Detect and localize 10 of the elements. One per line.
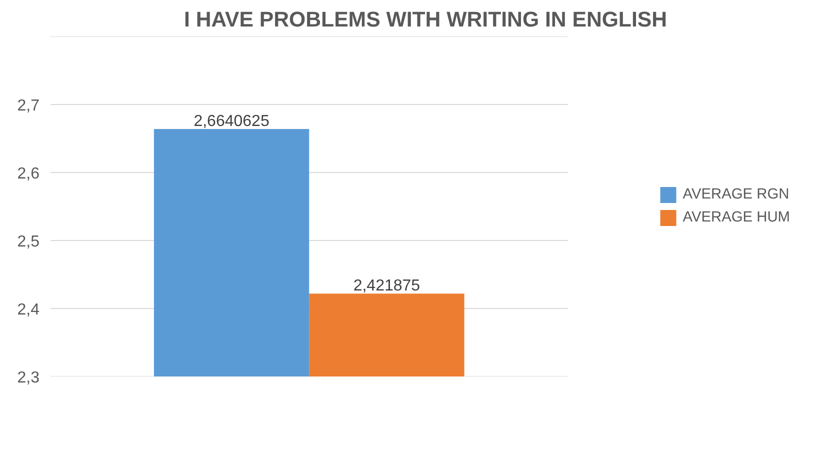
y-tick-label: 2,7 [17, 98, 40, 114]
y-tick-label: 2,4 [17, 302, 40, 318]
chart-title: I HAVE PROBLEMS WITH WRITING IN ENGLISH [184, 8, 668, 32]
data-label: 2,421875 [353, 278, 420, 295]
data-label: 2,6640625 [194, 112, 270, 130]
legend-label: AVERAGE RGN [682, 186, 790, 202]
y-tick-label: 2,5 [17, 234, 40, 250]
y-tick-label: 2,3 [17, 370, 40, 386]
y-tick-label: 2,6 [17, 166, 40, 182]
legend-label: AVERAGE HUM [682, 210, 790, 226]
